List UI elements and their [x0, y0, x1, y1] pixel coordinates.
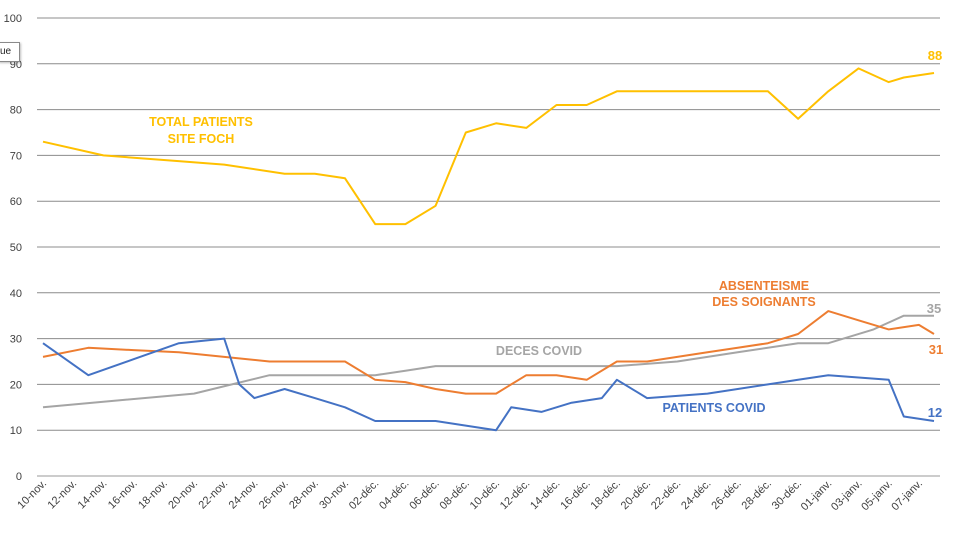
label-total-patients-line2: SITE FOCH [168, 132, 235, 146]
x-tick-label: 20-nov. [166, 478, 200, 512]
y-tick-label: 20 [10, 379, 22, 391]
x-tick-label: 08-déc. [438, 478, 472, 512]
x-tick-label: 10-déc. [468, 478, 502, 512]
label-absenteisme-line2: DES SOIGNANTS [712, 295, 816, 309]
end-label-absenteisme: 31 [929, 342, 943, 357]
y-tick-label: 80 [10, 105, 22, 117]
end-label-patients-covid: 12 [928, 405, 942, 420]
x-tick-label: 26-déc. [709, 478, 743, 512]
x-tick-label: 05-janv. [859, 478, 895, 514]
y-tick-label: 50 [10, 242, 22, 254]
y-tick-label: 10 [10, 425, 22, 437]
x-tick-label: 03-janv. [829, 478, 865, 514]
x-tick-label: 14-déc. [528, 478, 562, 512]
label-deces-covid: DECES COVID [496, 344, 582, 358]
series-line-total-patients-site-foch [42, 67, 935, 226]
y-tick-label: 60 [10, 196, 22, 208]
series-line-deces-covid [42, 314, 934, 409]
x-tick-label: 07-janv. [889, 478, 925, 514]
x-tick-label: 02-déc. [347, 478, 381, 512]
x-axis-ticks: 10-nov.12-nov.14-nov.16-nov.18-nov.20-no… [15, 478, 925, 514]
y-tick-label: 100 [4, 13, 22, 25]
x-tick-label: 30-déc. [770, 478, 804, 512]
x-tick-label: 18-nov. [136, 478, 170, 512]
y-tick-label: 70 [10, 150, 22, 162]
x-tick-label: 16-nov. [106, 478, 140, 512]
x-tick-label: 30-nov. [317, 478, 351, 512]
x-tick-label: 28-déc. [740, 478, 774, 512]
y-tick-label: 30 [10, 334, 22, 346]
x-tick-label: 20-déc. [619, 478, 653, 512]
series-lines [42, 67, 935, 432]
x-tick-label: 16-déc. [558, 478, 592, 512]
x-tick-label: 04-déc. [377, 478, 411, 512]
x-tick-label: 22-nov. [196, 478, 230, 512]
series-line-absenteisme-des-soignants [42, 310, 935, 395]
end-label-total-patients: 88 [928, 48, 942, 63]
x-tick-label: 18-déc. [589, 478, 623, 512]
tooltip-fragment: ue [0, 42, 20, 62]
x-tick-label: 01-janv. [799, 478, 835, 514]
x-tick-label: 12-nov. [45, 478, 79, 512]
gridlines [37, 17, 940, 477]
x-tick-label: 14-nov. [76, 478, 110, 512]
label-total-patients-line1: TOTAL PATIENTS [149, 115, 253, 129]
x-tick-label: 12-déc. [498, 478, 532, 512]
label-patients-covid: PATIENTS COVID [662, 401, 765, 415]
x-tick-label: 22-déc. [649, 478, 683, 512]
y-tick-label: 40 [10, 288, 22, 300]
label-absenteisme-line1: ABSENTEISME [719, 279, 809, 293]
x-tick-label: 24-nov. [227, 478, 261, 512]
x-tick-label: 28-nov. [287, 478, 321, 512]
y-tick-label: 0 [16, 471, 22, 483]
end-label-deces: 35 [927, 301, 941, 316]
x-tick-label: 24-déc. [679, 478, 713, 512]
series-line-patients-covid [42, 337, 935, 432]
x-tick-label: 26-nov. [257, 478, 291, 512]
x-tick-label: 06-déc. [407, 478, 441, 512]
